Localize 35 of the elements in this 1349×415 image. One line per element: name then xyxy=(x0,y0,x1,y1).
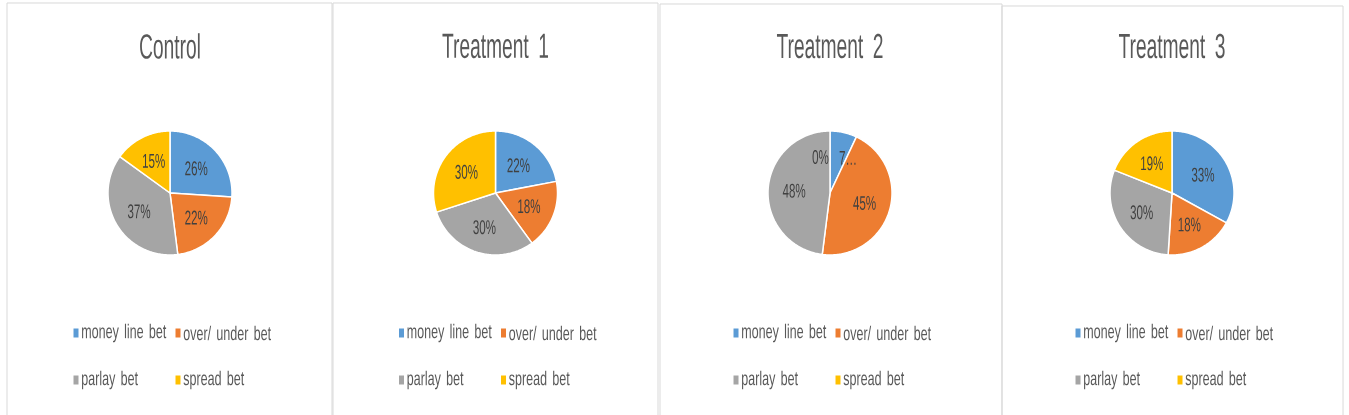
data-label: 19% xyxy=(1141,156,1163,171)
data-label: 18% xyxy=(1178,217,1201,232)
legend-label: spread bet xyxy=(183,370,245,390)
legend-label: over/ under bet xyxy=(1185,325,1274,341)
legend-label: spread bet xyxy=(1185,370,1247,390)
data-label: 30% xyxy=(1130,205,1153,220)
data-label: 18% xyxy=(518,199,541,214)
legend-label: parlay bet xyxy=(742,370,798,390)
data-label: 48% xyxy=(782,183,806,198)
legend-label: money line bet xyxy=(1084,323,1169,343)
chart-title: Treatment 3 xyxy=(1118,33,1225,59)
chart-title: Control xyxy=(140,33,200,59)
data-label: 26% xyxy=(185,161,208,176)
data-label: 22% xyxy=(185,210,208,225)
data-label: 45% xyxy=(853,196,876,211)
data-label: 30% xyxy=(455,164,478,179)
chart-title: Treatment 1 xyxy=(442,33,549,59)
data-label: 37% xyxy=(127,204,151,219)
legend-label: over/ under bet xyxy=(509,325,597,341)
legend-label: money line bet xyxy=(742,323,827,343)
data-label: 22% xyxy=(507,158,530,173)
data-label: 33% xyxy=(1191,167,1215,182)
text: 0% xyxy=(812,149,829,165)
legend-label: parlay bet xyxy=(82,370,138,390)
data-label: 30% xyxy=(473,220,496,235)
legend-label: money line bet xyxy=(407,323,492,343)
legend-label: money line bet xyxy=(82,323,167,343)
legend-label: over/ under bet xyxy=(183,325,272,341)
chart-title: Treatment 2 xyxy=(776,33,883,59)
legend-label: spread bet xyxy=(843,370,905,390)
legend-label: spread bet xyxy=(509,370,570,390)
legend-label: parlay bet xyxy=(1084,370,1140,390)
legend-label: over/ under bet xyxy=(843,325,932,341)
data-label: 15% xyxy=(142,153,165,168)
legend-label: parlay bet xyxy=(407,370,464,390)
